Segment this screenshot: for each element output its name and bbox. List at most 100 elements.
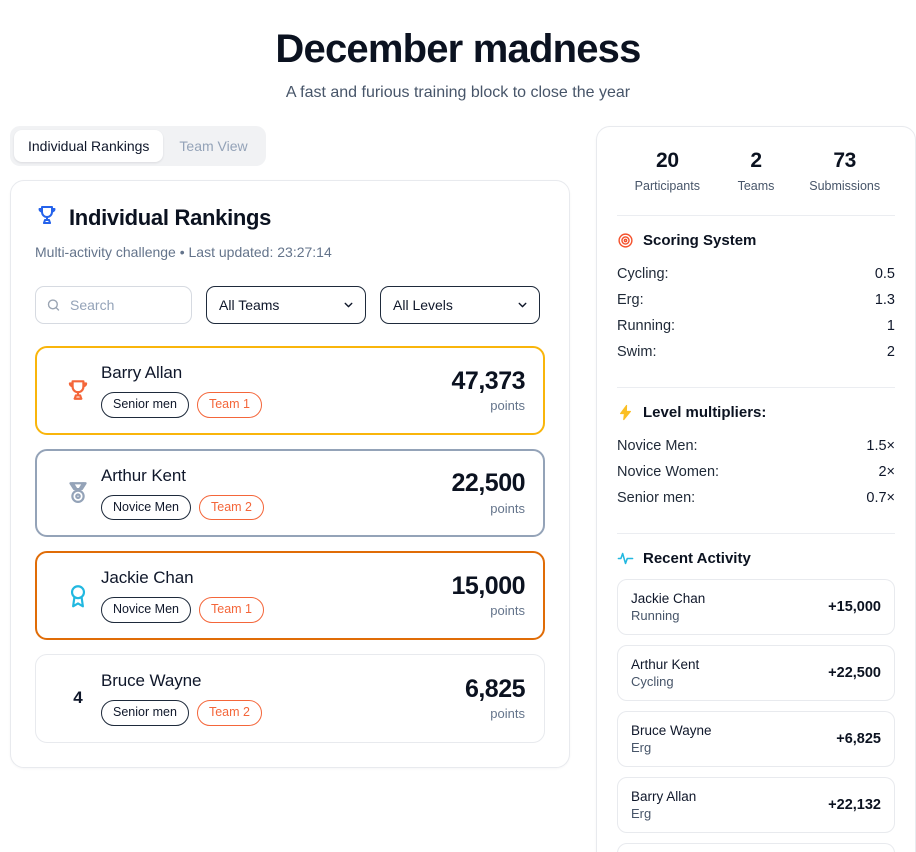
team-badge: Team 1 [196,392,262,418]
stat-label: Participants [634,179,700,193]
activity-athlete: Bruce Wayne [631,723,712,738]
table-row[interactable]: Arthur Kent Novice Men Team 2 22,500 poi… [35,448,545,538]
level-badge: Novice Men [101,494,191,521]
stat-participants: 20 Participants [623,149,712,193]
list-item: Cycling: 0.5 [617,261,895,287]
level-filter-wrap: All Levels [380,286,540,324]
list-item: Novice Women: 2× [617,459,895,485]
medal-icon [65,480,91,506]
score-value: 22,500 [451,469,526,498]
score-value: 15,000 [451,571,526,600]
activity-list: Jackie Chan Running +15,000 Arthur Kent … [617,579,895,852]
activity-athlete: Arthur Kent [631,657,700,672]
activity-athlete: Barry Allan [631,789,697,804]
divider [617,387,895,388]
level-multipliers-title: Level multipliers: [643,404,767,421]
athlete-info: Barry Allan Senior men Team 1 [101,363,440,418]
tab-individual-rankings[interactable]: Individual Rankings [14,130,164,162]
athlete-info: Bruce Wayne Senior men Team 2 [101,671,453,726]
rankings-title: Individual Rankings [69,204,272,230]
athlete-tags: Senior men Team 1 [101,392,440,418]
individual-rankings-card: Individual Rankings Multi-activity chall… [10,180,570,768]
rank-indicator [55,480,101,506]
stat-teams: 2 Teams [712,149,801,193]
level-multipliers-header: Level multipliers: [617,404,895,421]
score-unit: points [490,500,525,516]
list-item: Running: 1 [617,313,895,339]
rankings-list: Barry Allan Senior men Team 1 47,373 poi… [35,346,545,743]
athlete-name: Jackie Chan [101,568,194,588]
left-column: Individual Rankings Team View Individual… [10,126,570,768]
multiplier-key: Novice Men: [617,438,698,454]
team-badge: Team 1 [199,597,264,623]
activity-info: Barry Allan Erg [631,789,696,821]
team-filter-select[interactable]: All Teams [206,286,366,324]
target-icon [617,232,634,249]
summary-sidebar-card: 20 Participants 2 Teams 73 Submissions [596,126,916,852]
score-block: 47,373 points [440,366,526,413]
tab-team-view[interactable]: Team View [165,130,261,162]
filters-bar: All Teams All Levels [35,286,545,324]
multiplier-key: Senior men: [617,490,696,506]
rank-indicator [55,583,101,609]
scoring-key: Cycling: [617,266,669,282]
table-row[interactable]: 4 Bruce Wayne Senior men Team 2 6,825 po… [35,653,545,743]
table-row[interactable]: Barry Allan Senior men Team 1 47,373 poi… [35,346,545,435]
activity-athlete: Jackie Chan [631,591,706,606]
list-item: Swim: 2 [617,339,895,365]
multiplier-key: Novice Women: [617,464,720,480]
list-item: Senior men: 0.7× [617,485,895,511]
stat-value: 2 [750,149,762,172]
scoring-system-title: Scoring System [643,232,757,249]
activity-info: Jackie Chan Running [631,591,705,623]
multiplier-value: 0.7× [866,490,895,506]
scoring-value: 1 [886,318,895,334]
list-item[interactable]: Barry Allan Erg +1,123 [617,843,895,852]
activity-sport: Running [631,608,680,623]
athlete-info: Arthur Kent Novice Men Team 2 [101,466,440,521]
table-row[interactable]: Jackie Chan Novice Men Team 1 15,000 poi… [35,551,545,640]
rankings-subtitle: Multi-activity challenge • Last updated:… [35,244,332,260]
score-block: 22,500 points [440,469,526,516]
score-unit: points [490,705,525,721]
athlete-name: Arthur Kent [101,465,186,485]
athlete-tags: Senior men Team 2 [101,699,453,726]
score-unit: points [490,603,525,619]
page-header: December madness A fast and furious trai… [0,0,916,102]
right-column: 20 Participants 2 Teams 73 Submissions [596,126,916,852]
rank-indicator [55,377,101,403]
athlete-tags: Novice Men Team 1 [101,597,440,623]
stat-label: Teams [737,179,775,193]
recent-activity-header: Recent Activity [617,550,895,567]
list-item[interactable]: Barry Allan Erg +22,132 [617,777,895,833]
stats-row: 20 Participants 2 Teams 73 Submissions [617,149,895,193]
search-input[interactable] [35,286,192,324]
activity-sport: Cycling [631,674,674,689]
level-badge: Senior men [101,392,189,418]
level-badge: Senior men [101,699,189,726]
rank-number: 4 [73,688,83,708]
multiplier-value: 1.5× [866,438,895,454]
view-tabs: Individual Rankings Team View [10,126,266,166]
stat-value: 73 [833,149,856,172]
score-unit: points [490,397,525,413]
list-item: Novice Men: 1.5× [617,433,895,459]
team-badge: Team 2 [196,699,262,726]
activity-points: +15,000 [828,599,881,615]
list-item[interactable]: Jackie Chan Running +15,000 [617,579,895,635]
scoring-key: Running: [617,318,676,334]
activity-info: Bruce Wayne Erg [631,723,712,755]
list-item: Erg: 1.3 [617,287,895,313]
athlete-info: Jackie Chan Novice Men Team 1 [101,568,440,623]
list-item[interactable]: Arthur Kent Cycling +22,500 [617,645,895,701]
team-badge: Team 2 [199,494,264,521]
multiplier-value: 2× [878,464,895,480]
score-value: 47,373 [451,366,526,395]
level-filter-select[interactable]: All Levels [380,286,540,324]
athlete-name: Bruce Wayne [101,670,202,690]
list-item[interactable]: Bruce Wayne Erg +6,825 [617,711,895,767]
activity-points: +22,500 [828,665,881,681]
main-layout: Individual Rankings Team View Individual… [0,126,916,852]
activity-points: +6,825 [836,731,881,747]
recent-activity-title: Recent Activity [643,550,751,567]
